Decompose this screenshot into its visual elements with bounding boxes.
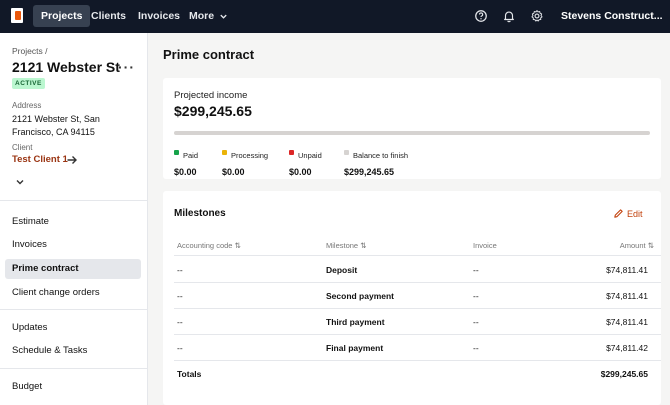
cell-amount: $74,811.41 bbox=[606, 317, 648, 327]
status-badge: ACTIVE bbox=[12, 78, 45, 89]
sidebar-item-prime-contract[interactable]: Prime contract bbox=[5, 259, 141, 279]
sidebar-item-client-change-orders[interactable]: Client change orders bbox=[12, 287, 100, 298]
stat-label: Unpaid bbox=[298, 151, 322, 160]
cell-amount: $74,811.42 bbox=[606, 343, 648, 353]
column-header-accounting-code[interactable]: Accounting code ⇅ bbox=[177, 241, 241, 250]
breadcrumb[interactable]: Projects / bbox=[12, 46, 48, 56]
chevron-down-icon bbox=[220, 14, 227, 19]
divider bbox=[0, 309, 148, 310]
cell-milestone: Deposit bbox=[326, 265, 358, 275]
income-progress-bar bbox=[174, 131, 650, 135]
top-nav: Projects Clients Invoices More Stevens C… bbox=[0, 0, 670, 33]
cell-invoice: -- bbox=[473, 265, 479, 275]
stat-paid: Paid $0.00 bbox=[174, 145, 198, 177]
column-header-amount[interactable]: Amount ⇅ bbox=[619, 241, 654, 250]
cell-milestone: Final payment bbox=[326, 343, 384, 353]
cell-accounting-code: -- bbox=[177, 291, 183, 301]
stat-processing: Processing $0.00 bbox=[222, 145, 268, 177]
paid-dot bbox=[174, 150, 179, 156]
stat-label: Paid bbox=[183, 151, 199, 160]
table-row[interactable]: -- Final payment -- $74,811.42 bbox=[174, 335, 661, 361]
cell-accounting-code: -- bbox=[177, 343, 183, 353]
projected-income-label: Projected income bbox=[174, 90, 248, 101]
sidebar-item-updates[interactable]: Updates bbox=[12, 322, 48, 333]
cell-amount: $74,811.41 bbox=[606, 265, 648, 275]
totals-label: Totals bbox=[177, 369, 202, 379]
column-header-invoice: Invoice bbox=[473, 241, 497, 250]
bell-icon[interactable] bbox=[502, 9, 516, 23]
edit-label: Edit bbox=[627, 208, 643, 219]
cell-invoice: -- bbox=[473, 343, 479, 353]
projected-income-card: Projected income $299,245.65 Paid $0.00 … bbox=[163, 78, 661, 179]
stat-value: $299,245.65 bbox=[344, 167, 395, 177]
stat-label: Balance to finish bbox=[353, 151, 409, 160]
table-row[interactable]: -- Second payment -- $74,811.41 bbox=[174, 283, 661, 309]
address-label: Address bbox=[12, 101, 42, 110]
balance-dot bbox=[344, 150, 349, 156]
sort-icon: ⇅ bbox=[647, 241, 654, 250]
table-header: Accounting code ⇅ Milestone ⇅ Invoice Am… bbox=[174, 238, 661, 256]
stat-value: $0.00 bbox=[222, 167, 245, 177]
client-link[interactable]: Test Client 1 bbox=[12, 154, 68, 165]
stat-value: $0.00 bbox=[174, 167, 197, 177]
nav-tab-invoices[interactable]: Invoices bbox=[138, 10, 181, 22]
nav-tab-more[interactable]: More bbox=[181, 5, 236, 27]
page-title: Prime contract bbox=[163, 47, 255, 62]
address-value: 2121 Webster St, San Francisco, CA 94115 bbox=[12, 114, 100, 137]
account-menu[interactable]: Stevens Construct... bbox=[561, 10, 663, 22]
sort-icon: ⇅ bbox=[360, 241, 367, 250]
nav-tab-clients[interactable]: Clients bbox=[91, 10, 127, 22]
income-progress-fill bbox=[174, 131, 650, 135]
cell-invoice: -- bbox=[473, 291, 479, 301]
nav-more-label: More bbox=[189, 10, 215, 22]
table-row[interactable]: -- Third payment -- $74,811.41 bbox=[174, 309, 661, 335]
sidebar-item-invoices[interactable]: Invoices bbox=[12, 239, 47, 250]
milestones-title: Milestones bbox=[174, 208, 226, 219]
cell-amount: $74,811.41 bbox=[606, 291, 648, 301]
client-label: Client bbox=[12, 143, 33, 152]
processing-dot bbox=[222, 150, 227, 156]
stat-label: Processing bbox=[231, 151, 269, 160]
cell-milestone: Second payment bbox=[326, 291, 395, 301]
stat-value: $0.00 bbox=[289, 167, 312, 177]
cell-milestone: Third payment bbox=[326, 317, 385, 327]
gear-icon[interactable] bbox=[530, 9, 544, 23]
cell-accounting-code: -- bbox=[177, 265, 183, 275]
sidebar-item-estimate[interactable]: Estimate bbox=[12, 216, 49, 227]
help-icon[interactable] bbox=[474, 9, 488, 23]
totals-value: $299,245.65 bbox=[600, 369, 648, 379]
cell-accounting-code: -- bbox=[177, 317, 183, 327]
nav-tab-projects[interactable]: Projects bbox=[33, 5, 91, 27]
sort-icon: ⇅ bbox=[234, 241, 241, 250]
column-header-milestone[interactable]: Milestone ⇅ bbox=[326, 241, 367, 250]
milestones-card: Milestones Edit Accounting code ⇅ Milest… bbox=[163, 191, 661, 405]
cell-invoice: -- bbox=[473, 317, 479, 327]
more-options-icon[interactable]: ··· bbox=[118, 59, 135, 75]
divider bbox=[0, 200, 148, 201]
arrow-right-icon[interactable] bbox=[66, 154, 78, 166]
app-logo[interactable] bbox=[11, 8, 23, 23]
stat-balance-to-finish: Balance to finish $299,245.65 bbox=[344, 145, 408, 177]
sidebar-item-schedule-tasks[interactable]: Schedule & Tasks bbox=[12, 345, 88, 356]
pencil-icon bbox=[614, 209, 623, 218]
divider bbox=[0, 368, 148, 369]
table-row[interactable]: -- Deposit -- $74,811.41 bbox=[174, 257, 661, 283]
project-title: 2121 Webster St bbox=[12, 59, 120, 75]
stat-unpaid: Unpaid $0.00 bbox=[289, 145, 322, 177]
projected-income-value: $299,245.65 bbox=[174, 103, 252, 119]
unpaid-dot bbox=[289, 150, 294, 156]
sidebar: Projects / 2121 Webster St ··· ACTIVE Ad… bbox=[0, 33, 148, 405]
sidebar-item-budget[interactable]: Budget bbox=[12, 381, 43, 392]
totals-row: Totals $299,245.65 bbox=[174, 361, 661, 391]
chevron-down-icon[interactable] bbox=[14, 176, 26, 188]
edit-button[interactable]: Edit bbox=[613, 208, 643, 219]
